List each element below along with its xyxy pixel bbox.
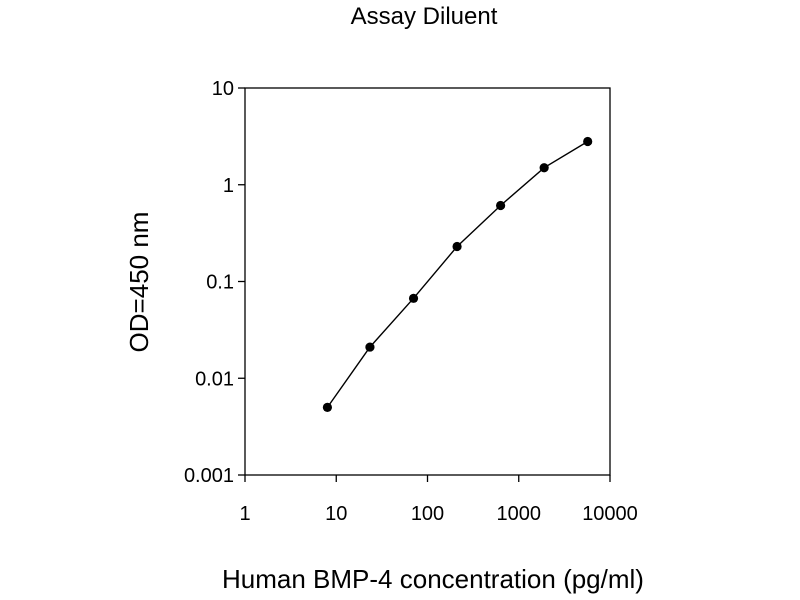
x-axis-ticks: 1 10 100 1000 10000 [239,475,638,525]
data-point [452,241,462,252]
y-tick-label: 0.01 [195,368,234,390]
y-tick-label: 0.001 [184,465,234,487]
data-point [322,402,333,412]
plot-area: 0.001 0.01 0.1 1 10 1 10 100 1000 10000 [184,78,638,525]
chart-title: Assay Diluent [351,3,498,30]
y-axis-label: OD=450 nm [124,212,154,353]
y-axis-ticks: 0.001 0.01 0.1 1 10 [184,78,245,487]
data-point [496,200,506,211]
x-tick-label: 1 [239,503,250,525]
series-layer [322,136,593,412]
data-point [365,342,375,352]
data-point [408,293,419,303]
x-tick-label: 10000 [582,503,638,525]
x-tick-label: 10 [325,503,347,525]
data-point [583,136,593,147]
series-line [326,140,589,408]
x-tick-label: 1000 [497,503,542,525]
y-tick-label: 10 [212,78,234,100]
x-tick-label: 100 [411,503,444,525]
y-tick-label: 1 [223,175,234,197]
y-tick-label: 0.1 [206,272,234,294]
x-axis-label: Human BMP-4 concentration (pg/ml) [222,564,644,594]
data-point [539,163,549,173]
